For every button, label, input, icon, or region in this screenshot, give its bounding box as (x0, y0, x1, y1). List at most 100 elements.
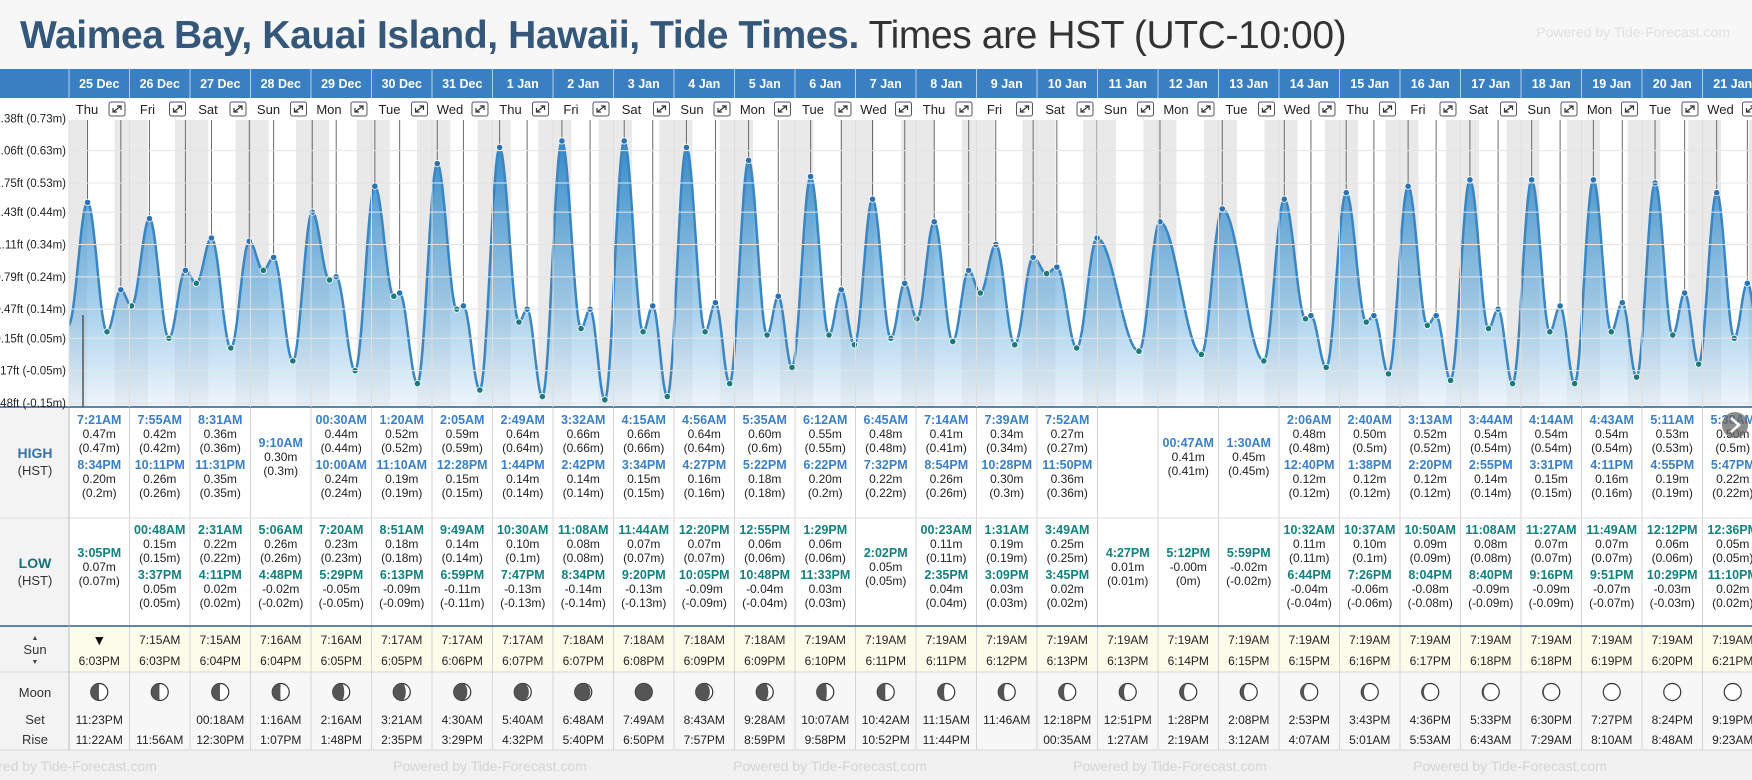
sunrise-time: 7:19AM (926, 633, 967, 647)
high-tide-height-metric: (0.19m) (381, 486, 422, 500)
moonset-time: 2:08PM (1228, 713, 1269, 727)
expand-icon (1564, 105, 1574, 113)
low-tide-height: -0.09m (1533, 582, 1570, 596)
moon-shadow (877, 683, 886, 701)
moonrise-time: 1:48PM (321, 733, 362, 747)
low-tide-height: 0.15m (143, 537, 176, 551)
sunset-time: 6:09PM (684, 654, 725, 668)
expand-icon (1685, 105, 1695, 113)
low-tide-time: 3:37PM (138, 568, 182, 582)
low-tide-height-metric: (0.02m) (200, 596, 241, 610)
low-tide-height-metric: (-0.07m) (1589, 596, 1634, 610)
low-tide-height: 0.07m (1595, 537, 1628, 551)
low-tide-height: 0.04m (930, 582, 963, 596)
high-tide-height: 0.20m (83, 472, 116, 486)
sunset-time: 6:21PM (1712, 654, 1752, 668)
high-tide-point (459, 302, 468, 310)
moonset-time: 9:28AM (744, 713, 785, 727)
low-tide-time: 12:12PM (1647, 523, 1698, 537)
high-tide-point (1743, 279, 1751, 287)
weekday-label: Mon (1587, 102, 1612, 117)
weekday-label: Sat (1469, 102, 1489, 117)
high-tide-height: 0.41m (1172, 450, 1205, 464)
high-tide-time: 6:45AM (864, 413, 908, 427)
moon-shadow (90, 683, 100, 701)
low-tide-time: 2:02PM (864, 546, 908, 560)
high-tide-height-metric: (0.22m) (865, 486, 906, 500)
high-tide-height-metric: (0.66m) (623, 441, 664, 455)
date-header: 11 Jan (1109, 77, 1147, 91)
high-tide-time: 4:43AM (1590, 413, 1634, 427)
low-tide-time: 3:49AM (1045, 523, 1089, 537)
high-tide-time: 4:11PM (1590, 458, 1633, 472)
high-tide-point (245, 237, 253, 245)
sunrise-time: 7:19AM (1410, 633, 1451, 647)
high-tide-height: 0.35m (204, 472, 237, 486)
high-tide-height-metric: (0.12m) (1349, 486, 1390, 500)
high-tide-height-metric: (0.45m) (1228, 464, 1269, 478)
high-tide-time: 4:55PM (1650, 458, 1694, 472)
low-tide-height: 0.11m (1293, 537, 1325, 551)
high-tide-height-metric: (0.16m) (684, 486, 725, 500)
low-tide-time: 12:36PM (1707, 523, 1752, 537)
low-tide-height: -0.00m (1170, 560, 1207, 574)
moonrise-time: 11:44PM (923, 733, 970, 747)
high-tide-height: 0.22m (869, 472, 902, 486)
high-tide-point (83, 198, 92, 207)
moonset-time: 11:23PM (76, 713, 123, 727)
low-tide-height-metric: (-0.02m) (258, 596, 303, 610)
expand-icon (1503, 105, 1514, 113)
scroll-right-button[interactable] (1722, 412, 1748, 438)
low-tide-height: 0.05m (143, 582, 176, 596)
low-tide-height: 0.05m (1716, 537, 1749, 551)
low-tide-time: 6:44PM (1287, 568, 1331, 582)
high-tide-height: 0.15m (446, 472, 479, 486)
high-label: HIGH (18, 445, 53, 461)
high-tide-height: 0.20m (809, 472, 842, 486)
moonset-time: 8:43AM (684, 713, 725, 727)
high-tide-height: 0.26m (930, 472, 963, 486)
moon-shadow (453, 683, 468, 701)
date-header: 8 Jan (930, 77, 962, 91)
high-tide-time: 6:12AM (803, 413, 847, 427)
expand-icon (1140, 105, 1151, 113)
low-tide-point (1607, 328, 1615, 336)
low-tide-point (1669, 331, 1677, 339)
high-tide-time: 3:32AM (561, 413, 605, 427)
expand-icon (354, 105, 364, 113)
high-tide-height: 0.22m (1716, 472, 1749, 486)
weekday-label: Thu (76, 102, 98, 117)
low-tide-point (726, 379, 734, 388)
high-tide-height: 0.12m (1293, 472, 1326, 486)
moonset-time: 3:21AM (381, 713, 422, 727)
weekday-label: Sun (257, 102, 280, 117)
high-tide-height: 0.34m (990, 427, 1023, 441)
low-tide-height: -0.09m (1472, 582, 1509, 596)
weekday-label: Sat (198, 102, 218, 117)
powered-by-footer: Powered by Tide-Forecast.com (0, 758, 157, 774)
sunrise-time: 7:17AM (442, 633, 483, 647)
low-tide-point (413, 379, 422, 388)
moonrise-time: 2:19AM (1168, 733, 1209, 747)
moon-shadow (272, 683, 281, 701)
low-tide-height: -0.06m (1351, 582, 1388, 596)
expand-icon (596, 105, 606, 113)
low-tide-time: 8:40PM (1469, 568, 1513, 582)
sunset-time: 6:11PM (866, 654, 906, 668)
date-header: 19 Jan (1592, 77, 1631, 91)
high-tide-height: 0.53m (1656, 427, 1689, 441)
high-tide-point (396, 289, 404, 297)
high-tide-point (1713, 189, 1721, 197)
sunrise-time: 7:19AM (1228, 633, 1269, 647)
moon-phase-icon (1723, 682, 1742, 702)
sunset-time: 6:17PM (1410, 654, 1451, 668)
moon-rise-label: Rise (22, 732, 48, 747)
y-tick-label: 1.11ft (0.34m) (0, 239, 66, 251)
low-tide-point (1197, 350, 1205, 359)
low-tide-time: 5:29PM (319, 568, 363, 582)
low-tide-point (1695, 360, 1703, 368)
sunrise-time: 7:19AM (1470, 633, 1511, 647)
low-tide-height-metric: (0.08m) (563, 551, 604, 565)
low-tide-height-metric: (-0.04m) (1287, 596, 1332, 610)
high-tide-time: 11:31PM (195, 458, 245, 472)
